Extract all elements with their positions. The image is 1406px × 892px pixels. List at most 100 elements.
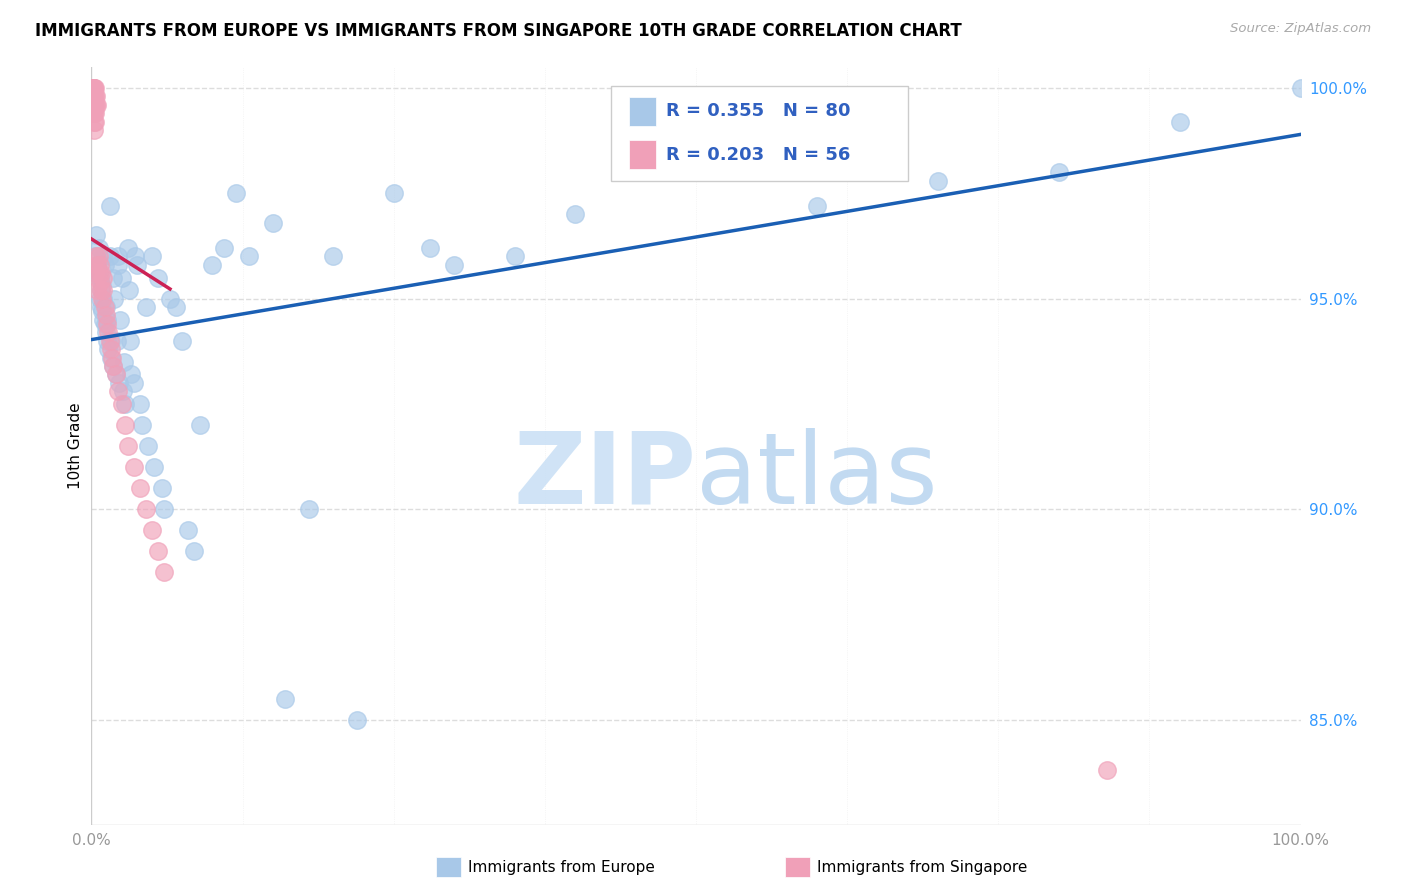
Point	[183, 544, 205, 558]
Point	[274, 691, 297, 706]
Point	[89, 258, 111, 272]
Point	[685, 144, 707, 158]
Point	[564, 207, 586, 221]
Point	[101, 270, 124, 285]
Point	[114, 417, 136, 432]
Point	[159, 292, 181, 306]
Point	[97, 326, 120, 340]
Point	[153, 566, 176, 580]
Point	[86, 258, 108, 272]
Y-axis label: 10th Grade: 10th Grade	[67, 402, 83, 490]
Point	[153, 502, 176, 516]
Point	[97, 342, 120, 356]
Point	[86, 97, 108, 112]
Point	[150, 481, 173, 495]
Point	[127, 258, 149, 272]
Point	[141, 523, 163, 537]
Point	[93, 283, 115, 297]
Point	[82, 89, 104, 103]
Bar	[630, 97, 657, 126]
Point	[93, 292, 115, 306]
Point	[122, 460, 145, 475]
Point	[107, 250, 129, 264]
Point	[87, 241, 110, 255]
Point	[806, 199, 828, 213]
Point	[84, 114, 107, 128]
Point	[82, 106, 104, 120]
Point	[86, 258, 108, 272]
Text: ZIP: ZIP	[513, 428, 696, 524]
Point	[83, 114, 105, 128]
Point	[84, 89, 107, 103]
Point	[120, 334, 142, 348]
Point	[83, 81, 105, 95]
Point	[98, 199, 121, 213]
Point	[87, 266, 110, 280]
Point	[322, 250, 344, 264]
Point	[90, 266, 112, 280]
Text: atlas: atlas	[696, 428, 938, 524]
Point	[84, 97, 107, 112]
Point	[96, 312, 118, 326]
Point	[89, 270, 111, 285]
Point	[93, 312, 115, 326]
Point	[100, 334, 122, 348]
Point	[1095, 764, 1118, 778]
Point	[94, 326, 117, 340]
Point	[135, 502, 157, 516]
Text: R = 0.203   N = 56: R = 0.203 N = 56	[665, 146, 851, 164]
Point	[82, 81, 104, 95]
Point	[146, 544, 169, 558]
Point	[135, 300, 157, 314]
Point	[382, 186, 405, 201]
Point	[118, 283, 141, 297]
Point	[110, 312, 132, 326]
Point	[82, 81, 104, 95]
Point	[419, 241, 441, 255]
Text: R = 0.355   N = 80: R = 0.355 N = 80	[665, 103, 851, 120]
Point	[94, 300, 117, 314]
Point	[111, 384, 134, 399]
Text: Immigrants from Europe: Immigrants from Europe	[468, 860, 655, 874]
Point	[83, 97, 105, 112]
Point	[131, 417, 153, 432]
Bar	[630, 140, 657, 169]
Point	[84, 266, 107, 280]
Point	[87, 250, 110, 264]
Point	[927, 174, 949, 188]
Point	[91, 292, 114, 306]
Point	[83, 123, 105, 137]
Point	[84, 228, 107, 243]
Point	[238, 250, 260, 264]
Point	[177, 523, 200, 537]
Point	[1047, 165, 1070, 179]
Point	[93, 300, 115, 314]
Point	[93, 317, 115, 331]
Point	[105, 334, 128, 348]
Point	[214, 241, 236, 255]
Point	[93, 258, 115, 272]
Point	[94, 309, 117, 323]
Point	[128, 481, 150, 495]
Point	[117, 241, 139, 255]
Point	[100, 342, 122, 356]
Point	[103, 292, 125, 306]
Point	[93, 270, 115, 285]
Point	[101, 359, 124, 373]
Point	[172, 334, 194, 348]
Point	[225, 186, 247, 201]
Point	[87, 266, 110, 280]
Point	[83, 106, 105, 120]
Point	[83, 81, 105, 95]
Point	[1289, 81, 1312, 95]
Point	[100, 351, 122, 365]
Point	[117, 439, 139, 453]
Point	[122, 376, 145, 390]
Point	[83, 89, 105, 103]
Point	[262, 216, 284, 230]
Text: Source: ZipAtlas.com: Source: ZipAtlas.com	[1230, 22, 1371, 36]
Point	[1168, 114, 1191, 128]
Point	[101, 351, 124, 365]
Text: Immigrants from Singapore: Immigrants from Singapore	[817, 860, 1028, 874]
Point	[143, 460, 166, 475]
